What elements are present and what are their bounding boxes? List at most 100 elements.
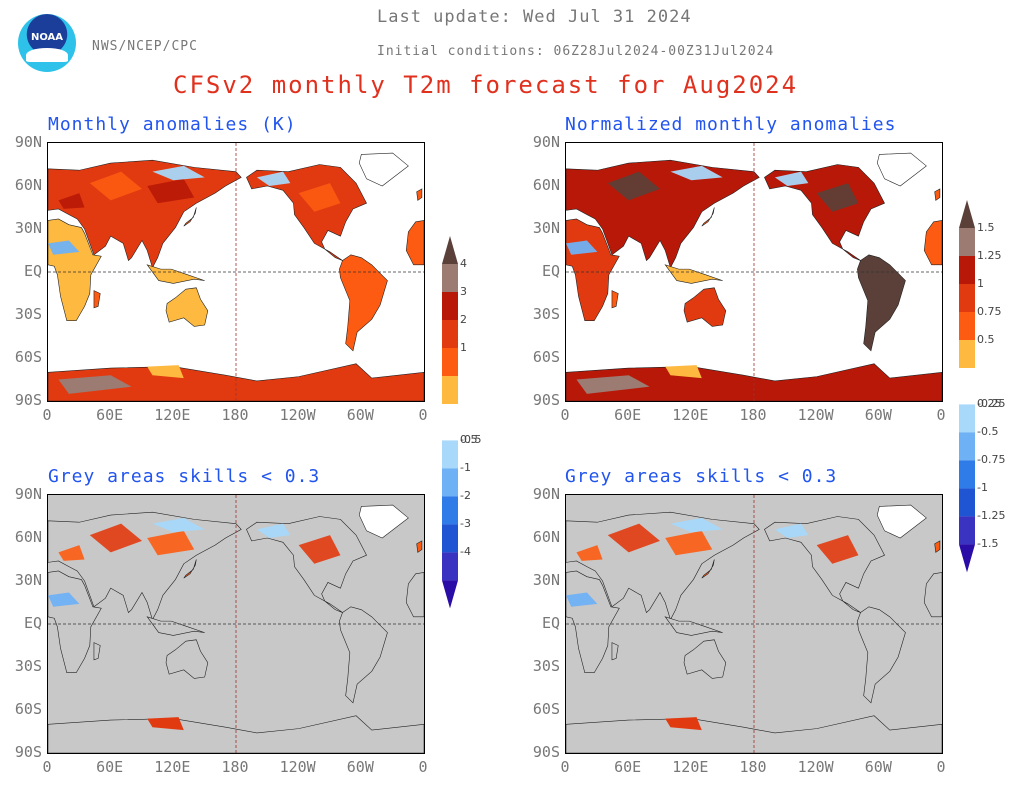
lat-tick-label: 90N: [532, 133, 560, 151]
lat-tick-label: 30N: [14, 571, 42, 589]
lon-tick-label: 0: [560, 758, 570, 776]
lat-tick-label: 30N: [532, 219, 560, 237]
lon-tick-label: 0: [936, 406, 946, 424]
colorbar-segment: [442, 264, 458, 292]
panel-title-norm: Normalized monthly anomalies: [565, 114, 897, 135]
lat-tick-label: 30N: [14, 219, 42, 237]
land-indonesia: [664, 264, 723, 284]
land-africa_west: [405, 220, 424, 266]
panel-title-anom: Monthly anomalies (K): [48, 114, 297, 135]
cool-patch: [48, 240, 80, 255]
land-greenland: [358, 152, 409, 187]
lon-tick-label: 180: [221, 758, 249, 776]
colorbar-segment: [442, 404, 458, 441]
colorbar-segment: [442, 468, 458, 497]
land-south_america: [339, 254, 388, 352]
lat-tick-label: 30S: [14, 305, 42, 323]
anomaly-patch: [147, 178, 195, 204]
colorbar-label: -0.5: [460, 433, 482, 447]
colorbar-arrow-bottom: [959, 544, 975, 573]
map-anomalies-skill-mask: [47, 494, 425, 754]
lat-tick-label: EQ: [23, 614, 42, 632]
land-australia: [165, 287, 209, 327]
anomaly-patch: [576, 375, 650, 394]
colorbar-segment: [959, 460, 975, 489]
lat-tick-label: 60S: [14, 348, 42, 366]
colorbar-segment: [959, 432, 975, 461]
anomaly-patch: [576, 545, 603, 561]
lon-tick-label: 120E: [672, 758, 709, 776]
land-madagascar: [93, 642, 101, 661]
colorbar-label: -2: [460, 489, 471, 503]
land-greenland: [876, 504, 927, 539]
lat-tick-label: 30N: [532, 571, 560, 589]
colorbar-segment: [442, 524, 458, 553]
lat-tick-label: 60N: [532, 528, 560, 546]
lon-tick-label: 60E: [96, 758, 124, 776]
lat-tick-label: 60N: [14, 528, 42, 546]
colorbar-label: 1: [977, 277, 984, 290]
land-madagascar: [611, 642, 619, 661]
colorbar-label: 0.5: [460, 433, 478, 447]
colorbar-segment: [442, 348, 458, 376]
lon-tick-label: 0: [42, 758, 52, 776]
anomaly-patch: [576, 193, 603, 209]
anomaly-patch: [607, 171, 660, 201]
anomaly-patch: [58, 727, 132, 746]
colorbar-segment: [959, 312, 975, 340]
anomaly-patch: [58, 375, 132, 394]
colorbar-label: -1: [460, 461, 471, 475]
lon-tick-label: 120W: [797, 406, 834, 424]
anomaly-patch: [665, 365, 702, 379]
lat-tick-label: 90S: [14, 391, 42, 409]
colorbar-label: -0.5: [977, 425, 999, 439]
land-japan: [701, 207, 715, 227]
colorbar-label: 0.75: [977, 305, 1002, 318]
colorbar-segment: [959, 228, 975, 256]
lon-tick-label: 120E: [154, 758, 191, 776]
land-uk: [416, 188, 423, 201]
lon-tick-label: 180: [739, 406, 767, 424]
colorbar-label: 4: [460, 257, 467, 270]
lat-tick-label: 60S: [14, 700, 42, 718]
land-indonesia: [664, 616, 723, 636]
anomaly-patch: [147, 717, 184, 731]
lat-tick-label: 30S: [14, 657, 42, 675]
anomaly-patch: [298, 183, 341, 212]
land-north_america: [764, 164, 885, 261]
land-australia: [683, 287, 727, 327]
colorbar-arrow-top: [959, 200, 975, 228]
map-normalized-skill-mask: [565, 494, 943, 754]
colorbar-segment: [442, 376, 458, 404]
colorbar-label: -0.75: [977, 453, 1006, 467]
colorbar-segment: [442, 440, 458, 469]
land-north_america: [764, 516, 885, 613]
colorbar-label: 1.25: [977, 249, 1002, 262]
lat-tick-label: 90S: [532, 391, 560, 409]
land-madagascar: [93, 290, 101, 309]
lon-tick-label: 0: [936, 758, 946, 776]
lon-tick-label: 0: [418, 406, 428, 424]
anomaly-patch: [58, 545, 85, 561]
colorbar-anomalies: [442, 236, 458, 609]
cool-patch: [48, 592, 80, 607]
lat-tick-label: 90S: [14, 743, 42, 761]
cool-patch: [670, 165, 723, 181]
colorbar-segment: [959, 516, 975, 545]
cool-patch: [152, 517, 205, 533]
colorbar-segment: [959, 368, 975, 405]
land-south_america: [857, 606, 906, 704]
anomaly-patch: [816, 535, 859, 564]
anomaly-patch: [816, 183, 859, 212]
colorbar-arrow-bottom: [442, 580, 458, 609]
anomaly-patch: [576, 727, 650, 746]
lat-tick-label: 60S: [532, 700, 560, 718]
lat-tick-label: EQ: [541, 262, 560, 280]
land-africa_west: [923, 220, 942, 266]
cool-patch: [566, 592, 598, 607]
land-africa_west: [923, 572, 942, 618]
cool-patch: [774, 171, 809, 186]
panel-title-anom-skill: Grey areas skills < 0.3: [48, 466, 321, 487]
land-south_america: [339, 606, 388, 704]
land-indonesia: [146, 616, 205, 636]
